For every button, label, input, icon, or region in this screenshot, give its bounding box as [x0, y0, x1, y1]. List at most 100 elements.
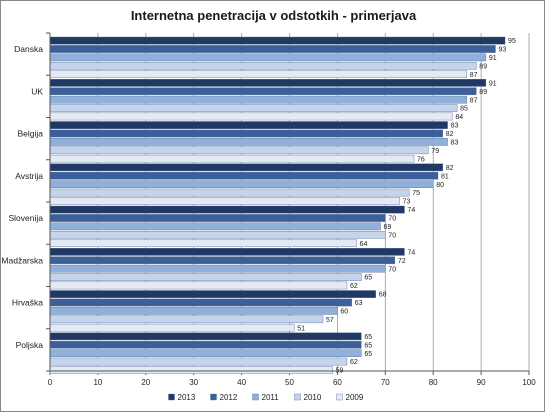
x-tick-label-20: 20 — [141, 378, 150, 387]
category-label-Hrvaška: Hrvaška — [12, 298, 43, 308]
legend-swatch-2011 — [252, 393, 259, 401]
category-label-Belgija: Belgija — [17, 129, 43, 139]
bar-Danska-2013 — [49, 36, 506, 45]
legend-swatch-2012 — [210, 393, 217, 401]
legend-swatch-2010 — [294, 393, 301, 401]
data-label-Hrvaška-2011: 60 — [340, 309, 348, 316]
bar-Madžarska-2009 — [49, 281, 348, 290]
bar-Danska-2011 — [49, 53, 487, 62]
bar-Avstrija-2009 — [49, 197, 400, 205]
data-label-Madžarska-2010: 65 — [364, 275, 372, 282]
bar-Poljska-2009 — [49, 366, 333, 374]
data-label-Madžarska-2009: 62 — [350, 283, 358, 290]
x-tick-label-50: 50 — [285, 378, 294, 387]
data-label-Belgija-2011: 83 — [451, 140, 459, 147]
bar-Madžarska-2011 — [49, 264, 386, 273]
data-label-Poljska-2013: 65 — [364, 334, 372, 341]
data-label-Hrvaška-2010: 57 — [326, 317, 334, 324]
x-tick-label-90: 90 — [477, 378, 486, 387]
x-tick-label-100: 100 — [522, 378, 536, 387]
data-label-Danska-2011: 91 — [489, 55, 497, 62]
bar-UK-2013 — [49, 79, 487, 87]
category-label-UK: UK — [31, 86, 43, 96]
bar-Poljska-2013 — [49, 332, 362, 341]
data-label-Danska-2010: 89 — [479, 63, 487, 70]
data-label-Madžarska-2011: 70 — [388, 266, 396, 273]
data-label-Hrvaška-2012: 63 — [355, 300, 363, 307]
data-label-Slovenija-2013: 74 — [407, 207, 415, 214]
bar-Poljska-2011 — [49, 349, 362, 357]
chart-title: Internetna penetracija v odstotkih - pri… — [130, 8, 417, 23]
bar-Slovenija-2010 — [49, 230, 386, 239]
x-tick-label-10: 10 — [93, 378, 102, 387]
x-tick-label-40: 40 — [237, 378, 246, 387]
bar-Madžarska-2010 — [49, 273, 362, 281]
legend-swatch-2013 — [168, 393, 175, 401]
data-label-Hrvaška-2009: 51 — [297, 325, 305, 332]
legend-label-2013: 2013 — [178, 393, 196, 402]
legend-label-2011: 2011 — [262, 393, 280, 402]
legend-swatch-2009 — [336, 393, 343, 401]
bar-Avstrija-2012 — [49, 171, 439, 180]
bar-Danska-2010 — [49, 62, 477, 70]
bar-Avstrija-2011 — [49, 180, 434, 188]
bar-UK-2010 — [49, 104, 458, 112]
bar-Danska-2012 — [49, 45, 496, 53]
data-label-Poljska-2011: 65 — [364, 351, 372, 358]
data-label-Belgija-2009: 76 — [417, 156, 425, 163]
data-label-Danska-2012: 93 — [498, 47, 506, 54]
bar-Belgija-2013 — [49, 121, 448, 129]
bar-Slovenija-2013 — [49, 205, 405, 214]
bar-Slovenija-2009 — [49, 239, 357, 248]
bar-UK-2009 — [49, 112, 453, 121]
x-tick-label-60: 60 — [333, 378, 342, 387]
data-label-Poljska-2012: 65 — [364, 342, 372, 349]
bar-Belgija-2009 — [49, 154, 415, 163]
data-label-Belgija-2013: 83 — [451, 123, 459, 130]
category-label-Poljska: Poljska — [16, 340, 44, 350]
data-label-Avstrija-2013: 82 — [446, 165, 454, 172]
x-tick-label-0: 0 — [48, 378, 53, 387]
bar-Poljska-2012 — [49, 340, 362, 349]
data-label-Avstrija-2009: 73 — [403, 199, 411, 206]
data-label-Belgija-2012: 82 — [446, 131, 454, 138]
bar-Poljska-2010 — [49, 357, 348, 366]
bar-Avstrija-2013 — [49, 163, 443, 172]
data-label-UK-2012: 89 — [479, 89, 487, 96]
legend-label-2012: 2012 — [220, 393, 238, 402]
data-label-Hrvaška-2013: 68 — [379, 292, 387, 299]
data-label-Avstrija-2010: 75 — [412, 190, 420, 197]
data-label-Slovenija-2010: 70 — [388, 232, 396, 239]
data-label-Slovenija-2011: 69 — [384, 224, 392, 231]
data-label-Danska-2009: 87 — [470, 72, 478, 79]
data-label-Avstrija-2011: 80 — [436, 182, 444, 189]
category-label-Danska: Danska — [14, 44, 43, 54]
data-label-UK-2011: 87 — [470, 97, 478, 104]
data-label-UK-2009: 84 — [455, 114, 463, 121]
bar-Hrvaška-2009 — [49, 323, 295, 332]
data-label-UK-2013: 91 — [489, 80, 497, 87]
bar-Belgija-2011 — [49, 138, 448, 146]
data-label-Belgija-2010: 79 — [431, 148, 439, 155]
bar-Avstrija-2010 — [49, 188, 410, 197]
bar-Slovenija-2011 — [49, 222, 381, 231]
bar-Hrvaška-2012 — [49, 298, 352, 307]
bar-UK-2012 — [49, 87, 477, 96]
data-label-Slovenija-2009: 64 — [360, 241, 368, 248]
bar-Hrvaška-2011 — [49, 307, 338, 315]
data-label-Poljska-2010: 62 — [350, 359, 358, 366]
x-tick-label-80: 80 — [429, 378, 438, 387]
legend-label-2010: 2010 — [304, 393, 322, 402]
category-label-Madžarska: Madžarska — [1, 255, 43, 265]
bar-Slovenija-2012 — [49, 214, 386, 222]
bar-Danska-2009 — [49, 70, 467, 78]
data-label-Avstrija-2012: 81 — [441, 173, 449, 180]
data-label-UK-2010: 85 — [460, 106, 468, 113]
bar-Belgija-2010 — [49, 146, 429, 155]
bar-Madžarska-2013 — [49, 248, 405, 256]
data-label-Madžarska-2012: 72 — [398, 258, 406, 265]
bar-Madžarska-2012 — [49, 256, 396, 265]
category-label-Slovenija: Slovenija — [9, 213, 44, 223]
